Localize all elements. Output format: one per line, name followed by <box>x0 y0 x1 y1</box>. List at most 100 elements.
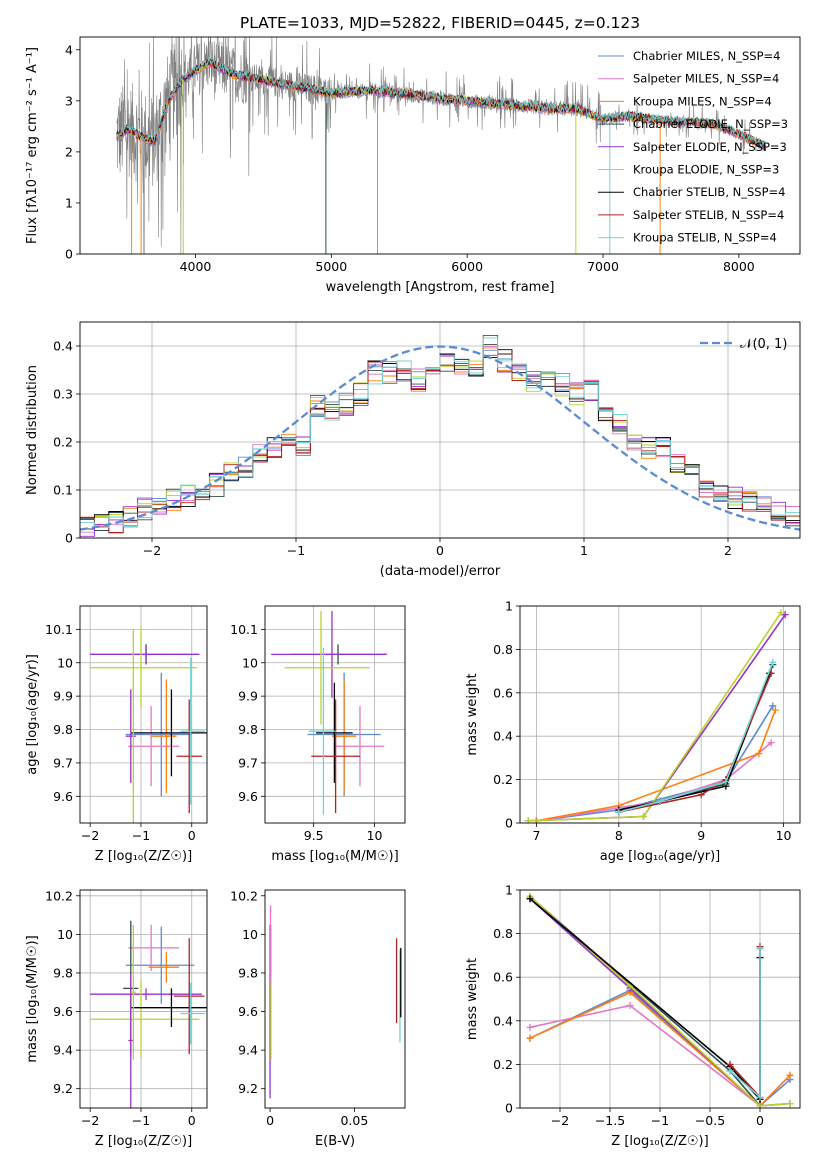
y-tick-label: 0 <box>65 247 73 262</box>
y-axis-label: age [log₁₀(age/yr)] <box>25 654 40 775</box>
plot-area <box>271 611 387 815</box>
y-tick-label: 10.2 <box>230 888 258 903</box>
x-tick-label: 10 <box>367 828 383 843</box>
y-tick-label: 0.8 <box>493 926 513 941</box>
y-tick-label: 0.3 <box>53 387 73 402</box>
x-tick-label: 8000 <box>723 259 755 274</box>
x-tick-label: −0.5 <box>695 1113 725 1128</box>
model-line <box>116 60 766 151</box>
y-axis-label: Normed distribution <box>25 365 40 495</box>
plot-area <box>80 334 800 537</box>
x-tick-label: 0 <box>756 1113 764 1128</box>
y-tick-label: 9.6 <box>53 789 73 804</box>
x-tick-label: −2 <box>143 543 161 558</box>
y-tick-label: 9.4 <box>53 1043 73 1058</box>
legend-label: Salpeter MILES, N_SSP=4 <box>633 72 779 86</box>
y-tick-label: 10 <box>57 655 73 670</box>
x-tick-label: −1 <box>132 1113 150 1128</box>
data-marker <box>722 778 730 786</box>
weight-line <box>729 948 761 1099</box>
x-tick-label: −1 <box>132 828 150 843</box>
axes-frame <box>264 605 406 824</box>
x-tick-label: −2 <box>81 828 99 843</box>
gaussian-curve <box>80 345 800 531</box>
y-tick-label: 0.8 <box>493 642 513 657</box>
x-tick-label: −2 <box>81 1113 99 1128</box>
y-tick-label: 10.1 <box>230 622 258 637</box>
weight-line <box>536 709 777 822</box>
y-tick-label: 0.4 <box>493 1013 513 1028</box>
x-tick-label: 4000 <box>180 259 212 274</box>
y-tick-label: 0.2 <box>493 772 513 787</box>
data-marker <box>769 702 777 710</box>
legend-label: Salpeter STELIB, N_SSP=4 <box>633 208 784 222</box>
y-tick-label: 9.2 <box>238 1081 258 1096</box>
x-axis-label: Z [log₁₀(Z/Z☉)] <box>95 849 192 864</box>
legend-label: Chabrier STELIB, N_SSP=4 <box>633 185 785 199</box>
x-tick-label: 0 <box>436 543 444 558</box>
chart-spectrum: 4000 5000 6000 7000 8000 0 1 2 3 4 wavelength [Ang… <box>25 36 801 295</box>
data-marker <box>526 1023 534 1031</box>
data-marker <box>615 808 623 816</box>
data-marker <box>640 812 648 820</box>
y-tick-label: 1 <box>65 195 73 210</box>
data-marker <box>726 1067 734 1075</box>
x-axis-label: mass [log₁₀(M/M☉)] <box>271 849 398 864</box>
weight-line <box>528 614 786 822</box>
legend-label: Chabrier ELODIE, N_SSP=3 <box>633 117 788 131</box>
chart-age_vs_mass: 9.5 10 9.6 9.7 9.8 9.9 10 10.1 mass [log₁₀(M/M☉)… <box>230 605 406 864</box>
data-marker <box>526 1034 534 1042</box>
y-tick-label: 10.2 <box>45 888 73 903</box>
x-tick-label: −1 <box>287 543 305 558</box>
legend-label: 𝒩(0, 1) <box>740 337 787 352</box>
data-marker <box>786 1100 794 1108</box>
plot-area <box>116 37 767 254</box>
x-tick-label: −1 <box>651 1113 669 1128</box>
data-marker <box>781 611 789 619</box>
y-tick-label: 0 <box>65 531 73 546</box>
y-tick-label: 9.6 <box>53 1004 73 1019</box>
axes-frame <box>79 36 801 255</box>
weight-line <box>536 705 774 822</box>
y-tick-label: 0.1 <box>53 483 73 498</box>
axes-frame <box>79 605 208 824</box>
y-tick-label: 1 <box>505 883 513 898</box>
data-marker <box>526 895 534 903</box>
x-axis-label: E(B-V) <box>315 1134 355 1149</box>
legend-label: Kroupa ELODIE, N_SSP=3 <box>633 163 779 177</box>
x-tick-label: 0 <box>188 828 196 843</box>
model-line <box>116 57 766 148</box>
y-tick-label: 9.9 <box>53 689 73 704</box>
y-tick-label: 4 <box>65 42 73 57</box>
legend-label: Chabrier MILES, N_SSP=4 <box>633 49 780 63</box>
x-tick-label: 9.5 <box>304 828 324 843</box>
y-tick-label: 1 <box>505 599 513 614</box>
y-tick-label: 10 <box>242 655 258 670</box>
x-axis-label: (data-model)/error <box>380 564 501 579</box>
y-tick-label: 0.4 <box>493 729 513 744</box>
chart-mass_vs_Z: −2 −1 0 9.2 9.4 9.6 9.8 10 10.2 Z [log₁₀(Z/Z☉)] ma… <box>25 888 208 1149</box>
data-marker <box>656 797 664 805</box>
x-tick-label: 0 <box>266 1113 274 1128</box>
plot-area <box>526 893 794 1108</box>
y-tick-label: 10 <box>242 927 258 942</box>
legend-label: Kroupa MILES, N_SSP=4 <box>633 94 772 108</box>
y-tick-label: 0.4 <box>53 339 73 354</box>
x-axis-label: wavelength [Angstrom, rest frame] <box>326 280 555 295</box>
y-tick-label: 9.8 <box>53 965 73 980</box>
x-tick-label: −2 <box>551 1113 569 1128</box>
axes-frame <box>519 889 801 1109</box>
plot-area <box>90 920 207 1108</box>
data-marker <box>755 750 763 758</box>
y-tick-label: 10 <box>57 927 73 942</box>
y-axis-label: mass weight <box>465 958 480 1040</box>
plot-area <box>524 609 789 823</box>
data-marker <box>777 609 785 617</box>
legend-label: Kroupa STELIB, N_SSP=4 <box>633 231 777 245</box>
axes-frame <box>79 321 801 539</box>
data-marker <box>524 817 532 823</box>
chart-weight_vs_age: 7 8 9 10 0 0.2 0.4 0.6 0.8 1 age [log₁₀(age/yr)] ma… <box>465 599 801 864</box>
axes-frame <box>79 889 208 1109</box>
data-marker <box>726 1060 734 1068</box>
